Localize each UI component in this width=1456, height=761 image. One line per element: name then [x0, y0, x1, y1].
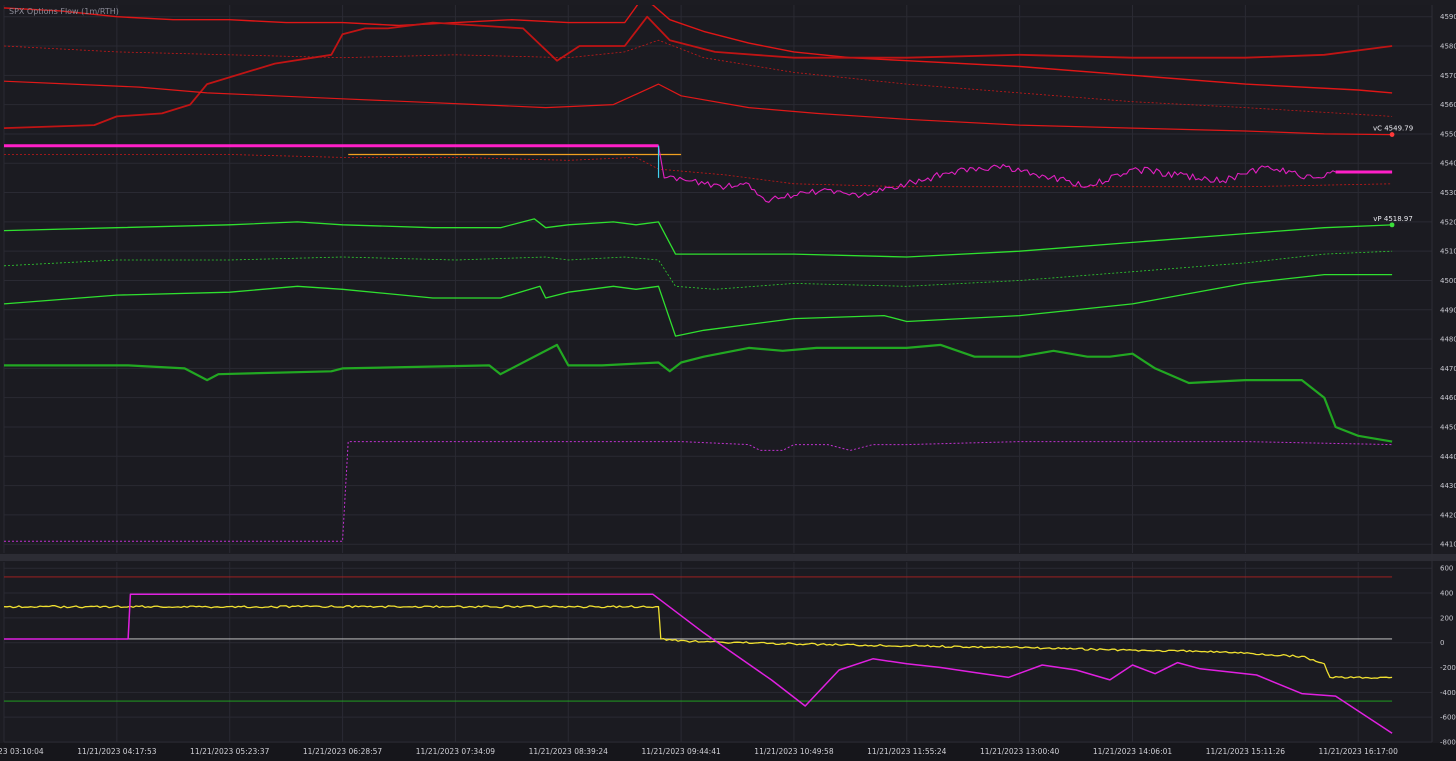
x-tick-label: 11/21/2023 07:34:09: [416, 747, 496, 756]
sub-y-tick-label: 0: [1440, 639, 1444, 647]
sub-y-tick-label: -800: [1440, 739, 1456, 747]
series-line: [4, 5, 1393, 94]
sub-y-tick-label: -400: [1440, 689, 1456, 697]
main-pane: [4, 5, 1432, 553]
x-tick-label: 11/21/2023 03:10:04: [0, 747, 44, 756]
y-tick-label: 4440: [1440, 453, 1456, 461]
x-tick-label: 11/21/2023 06:28:57: [303, 747, 383, 756]
y-tick-label: 4490: [1440, 306, 1456, 314]
sub-series-line: [4, 605, 1393, 680]
y-tick-label: 4420: [1440, 511, 1456, 519]
y-tick-label: 4460: [1440, 394, 1456, 402]
y-tick-label: 4570: [1440, 72, 1456, 80]
series-line: [4, 343, 1393, 443]
sub-y-tick-label: -200: [1440, 664, 1456, 672]
x-tick-label: 11/21/2023 04:17:53: [77, 747, 157, 756]
series-line: [4, 273, 1393, 337]
sub-series-group: [4, 576, 1393, 734]
y-tick-label: 4580: [1440, 43, 1456, 51]
series-line: [657, 145, 1336, 203]
x-tick-label: 11/21/2023 09:44:41: [641, 747, 721, 756]
y-tick-label: 4410: [1440, 541, 1456, 549]
sub-y-tick-label: -600: [1440, 714, 1456, 722]
end-marker-dot: [1389, 132, 1395, 137]
x-tick-label: 11/21/2023 16:17:00: [1319, 747, 1399, 756]
y-tick-label: 4500: [1440, 277, 1456, 285]
x-axis-strip: [0, 743, 1456, 761]
y-tick-label: 4470: [1440, 365, 1456, 373]
y-tick-label: 4530: [1440, 189, 1456, 197]
y-tick-label: 4480: [1440, 336, 1456, 344]
y-tick-label: 4510: [1440, 248, 1456, 256]
sub-y-tick-label: 600: [1440, 565, 1453, 573]
chart-title: SPX Options Flow (1m/RTH): [9, 7, 119, 16]
x-tick-label: 11/21/2023 14:06:01: [1093, 747, 1173, 756]
x-tick-label: 11/21/2023 11:55:24: [867, 747, 947, 756]
sub-y-tick-label: 200: [1440, 614, 1453, 622]
end-value-label: vP 4518.97: [1373, 215, 1413, 223]
y-tick-label: 4550: [1440, 130, 1456, 138]
x-tick-label: 11/21/2023 05:23:37: [190, 747, 270, 756]
series-line: [4, 39, 1393, 117]
x-tick-label: 11/21/2023 08:39:24: [529, 747, 609, 756]
x-tick-label: 11/21/2023 13:00:40: [980, 747, 1060, 756]
series-line: [4, 15, 1393, 129]
end-value-label: vC 4549.79: [1373, 125, 1413, 133]
series-line: [4, 80, 1393, 136]
y-tick-label: 4450: [1440, 423, 1456, 431]
x-tick-label: 11/21/2023 15:11:26: [1206, 747, 1286, 756]
pane-divider: [0, 554, 1456, 561]
y-tick-label: 4590: [1440, 13, 1456, 21]
main-series-group: [4, 5, 1393, 542]
series-line: [4, 218, 1393, 258]
sub-y-tick-label: 400: [1440, 590, 1453, 598]
x-tick-label: 11/21/2023 10:49:58: [754, 747, 834, 756]
end-marker-dot: [1389, 222, 1395, 228]
y-tick-label: 4430: [1440, 482, 1456, 490]
y-tick-label: 4560: [1440, 101, 1456, 109]
y-tick-label: 4520: [1440, 218, 1456, 226]
y-tick-label: 4540: [1440, 160, 1456, 168]
sub-series-line: [4, 593, 1393, 734]
